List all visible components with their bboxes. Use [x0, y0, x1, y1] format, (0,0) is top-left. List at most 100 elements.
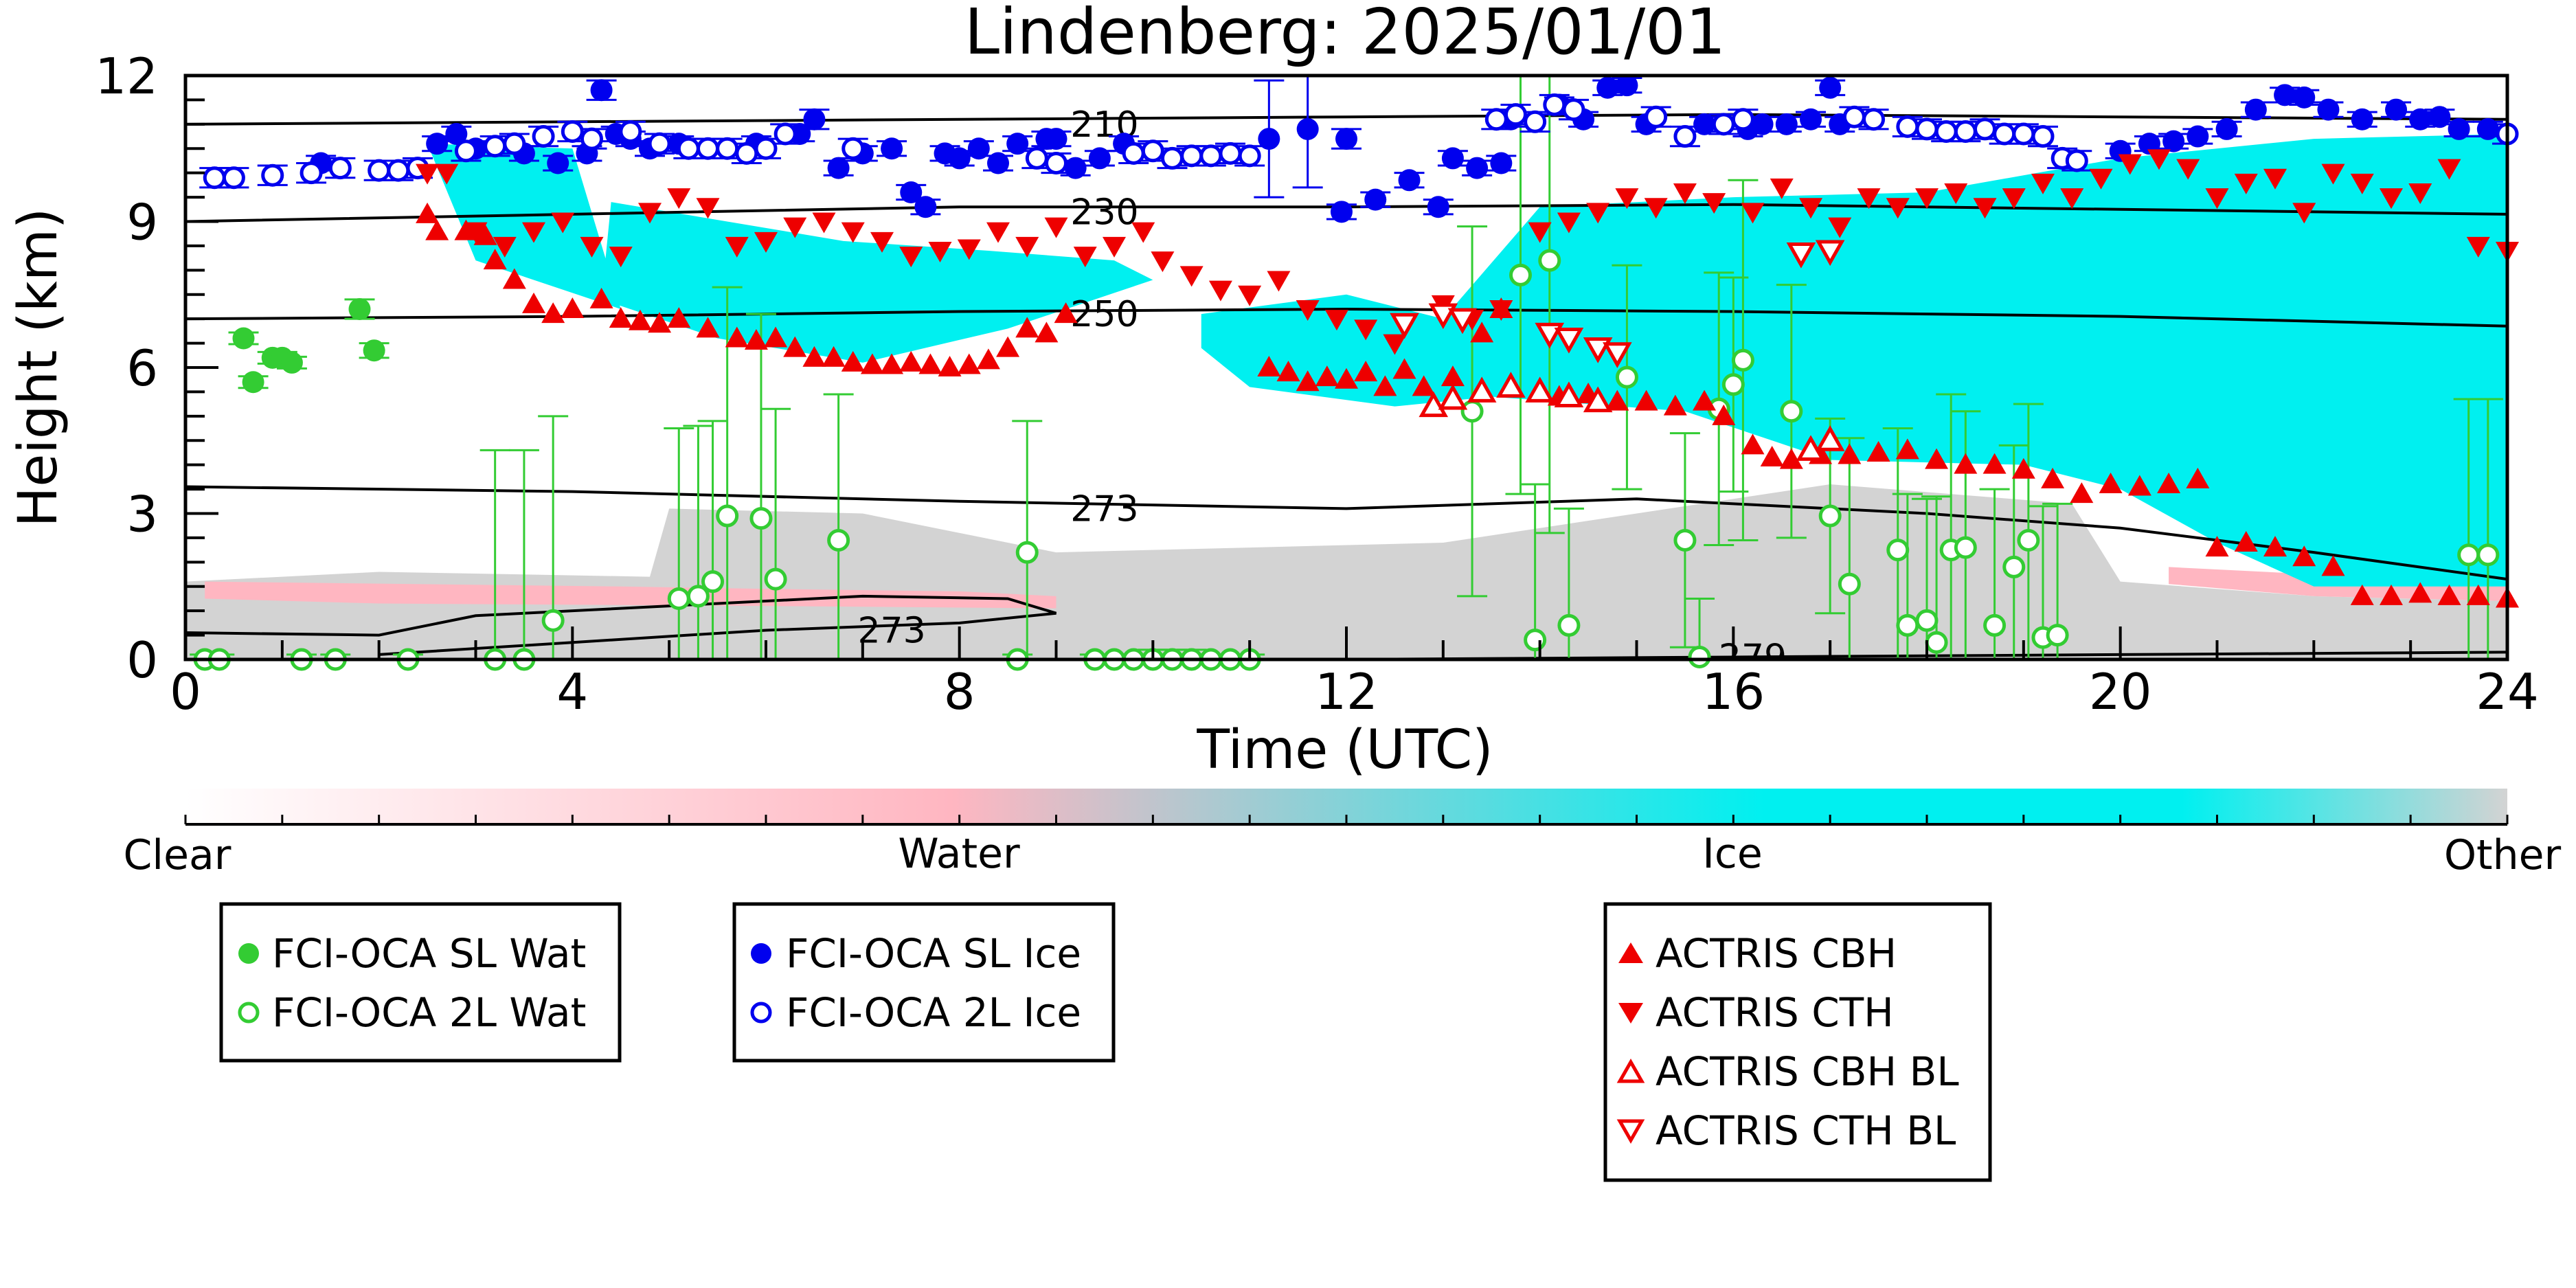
point-actris-cbh [1296, 370, 1320, 392]
point-actris-cth [2350, 173, 2374, 194]
point-actris-cbh [1712, 404, 1736, 425]
legend-marker-fci-2l-ice [750, 1002, 772, 1024]
point-fci-oca-2l-ice [1974, 117, 1996, 141]
point-actris-cbh [416, 202, 440, 223]
point-actris-cth [493, 236, 517, 258]
point-actris-cbh [822, 346, 846, 367]
point-fci-oca-2l-ice [1504, 103, 1527, 126]
point-actris-cbh [764, 326, 788, 348]
point-actris-cbh [483, 249, 507, 270]
point-fci-oca-2l-wat [2457, 543, 2481, 567]
point-actris-cbh [2099, 473, 2123, 493]
point-actris-cth [1886, 198, 1910, 219]
point-actris-cbh [1470, 321, 1494, 343]
point-fci-oca-2l-ice [1731, 108, 1754, 131]
y-tick-label: 0 [126, 631, 158, 689]
point-actris-cbh [2205, 536, 2229, 557]
point-actris-cth-bl [1428, 303, 1458, 330]
chart-title: Lindenberg: 2025/01/01 [964, 0, 1726, 69]
point-actris-cth [986, 222, 1010, 243]
point-actris-cbh-bl [1815, 425, 1845, 451]
point-actris-cbh [1693, 389, 1717, 411]
legend-label-actris-cth-bl: ACTRIS CTH BL [1656, 1107, 1956, 1154]
point-fci-oca-2l-wat [667, 587, 690, 610]
point-fci-oca-sl-ice [881, 137, 903, 160]
point-actris-cbh [1760, 446, 1784, 467]
point-actris-cbh-bl [1796, 435, 1826, 461]
point-actris-cth [2118, 154, 2142, 175]
point-fci-oca-2l-ice [2065, 149, 2088, 172]
point-actris-cth [1702, 193, 1726, 214]
point-fci-oca-2l-wat [1615, 365, 1638, 389]
point-actris-cbh [996, 336, 1020, 357]
point-actris-cth [1044, 217, 1068, 238]
point-actris-cbh [2350, 584, 2374, 605]
point-fci-oca-2l-ice [1484, 108, 1508, 131]
marker-layer [193, 74, 2519, 671]
point-fci-oca-2l-wat [764, 567, 787, 591]
point-actris-cbh [1276, 361, 1300, 382]
point-actris-cth [2380, 188, 2403, 210]
point-fci-oca-2l-ice [1562, 98, 1585, 122]
point-fci-oca-sl-ice [2138, 133, 2160, 155]
point-actris-cth [957, 239, 981, 260]
point-fci-oca-sl-ice [2317, 98, 2340, 121]
cloudnet-region-ice [1201, 134, 2507, 587]
point-actris-cth [1238, 285, 1262, 306]
point-fci-oca-sl-ice [2448, 117, 2470, 140]
y-tick-label: 12 [95, 47, 158, 105]
point-fci-oca-2l-wat [827, 528, 850, 552]
point-fci-oca-2l-wat [1721, 373, 1745, 396]
point-fci-oca-2l-ice [1180, 144, 1204, 168]
x-tick-label: 4 [556, 663, 588, 721]
colorbar-label-ice: Ice [1702, 830, 1763, 878]
legend-label-fci-sl-wat: FCI-OCA SL Wat [272, 930, 586, 977]
point-actris-cth [2408, 183, 2432, 204]
point-actris-cbh [648, 312, 672, 333]
point-actris-cbh [744, 329, 768, 350]
x-tick-label: 8 [944, 663, 975, 721]
point-fci-oca-sl-ice [1088, 147, 1111, 170]
point-fci-oca-sl-ice [967, 137, 990, 160]
point-fci-oca-sl-ice [1006, 133, 1029, 155]
point-fci-oca-2l-ice [841, 137, 865, 160]
isotherm-label: 230 [1070, 192, 1138, 233]
point-actris-cth [551, 212, 575, 234]
point-actris-cth [2176, 159, 2200, 180]
point-fci-oca-sl-wat [232, 327, 255, 350]
legend-water: FCI-OCA SL Wat FCI-OCA 2L Wat [219, 902, 622, 1063]
point-actris-cth [1383, 334, 1407, 355]
point-actris-cth [2031, 173, 2055, 194]
point-actris-cbh [1315, 365, 1339, 387]
point-actris-cth [725, 236, 749, 258]
point-fci-oca-sl-ice [426, 133, 449, 155]
point-fci-oca-2l-wat [541, 609, 565, 632]
point-fci-oca-sl-ice [2428, 106, 2451, 128]
point-fci-oca-2l-ice [1645, 105, 1668, 128]
point-actris-cbh [1925, 448, 1949, 469]
point-actris-cth [1324, 310, 1348, 331]
point-fci-oca-sl-ice [1466, 157, 1489, 179]
point-actris-cbh [1663, 394, 1687, 416]
y-tick-label: 9 [126, 194, 158, 251]
point-fci-oca-2l-ice [222, 166, 245, 190]
point-actris-cth [2147, 149, 2171, 170]
point-fci-oca-sl-ice [1819, 76, 1842, 99]
point-fci-oca-2l-ice [1122, 142, 1145, 165]
x-tick-label: 24 [2476, 663, 2539, 721]
point-actris-cbh [1412, 375, 1436, 396]
point-fci-oca-sl-wat [242, 371, 264, 394]
point-fci-oca-2l-ice [1993, 122, 2016, 146]
point-actris-cbh [541, 302, 565, 324]
point-fci-oca-2l-wat [1673, 528, 1697, 552]
colorbar-label-other: Other [2444, 831, 2562, 879]
legend-marker-fci-sl-ice [751, 943, 771, 964]
point-actris-cth [812, 212, 836, 234]
point-fci-oca-2l-wat [1886, 539, 1910, 562]
point-actris-cbh [2263, 536, 2287, 557]
point-actris-cth [667, 188, 691, 210]
point-fci-oca-2l-ice [1934, 120, 1958, 143]
legend-ice: FCI-OCA SL Ice FCI-OCA 2L Ice [732, 902, 1116, 1063]
point-fci-oca-2l-wat [1780, 400, 1803, 423]
